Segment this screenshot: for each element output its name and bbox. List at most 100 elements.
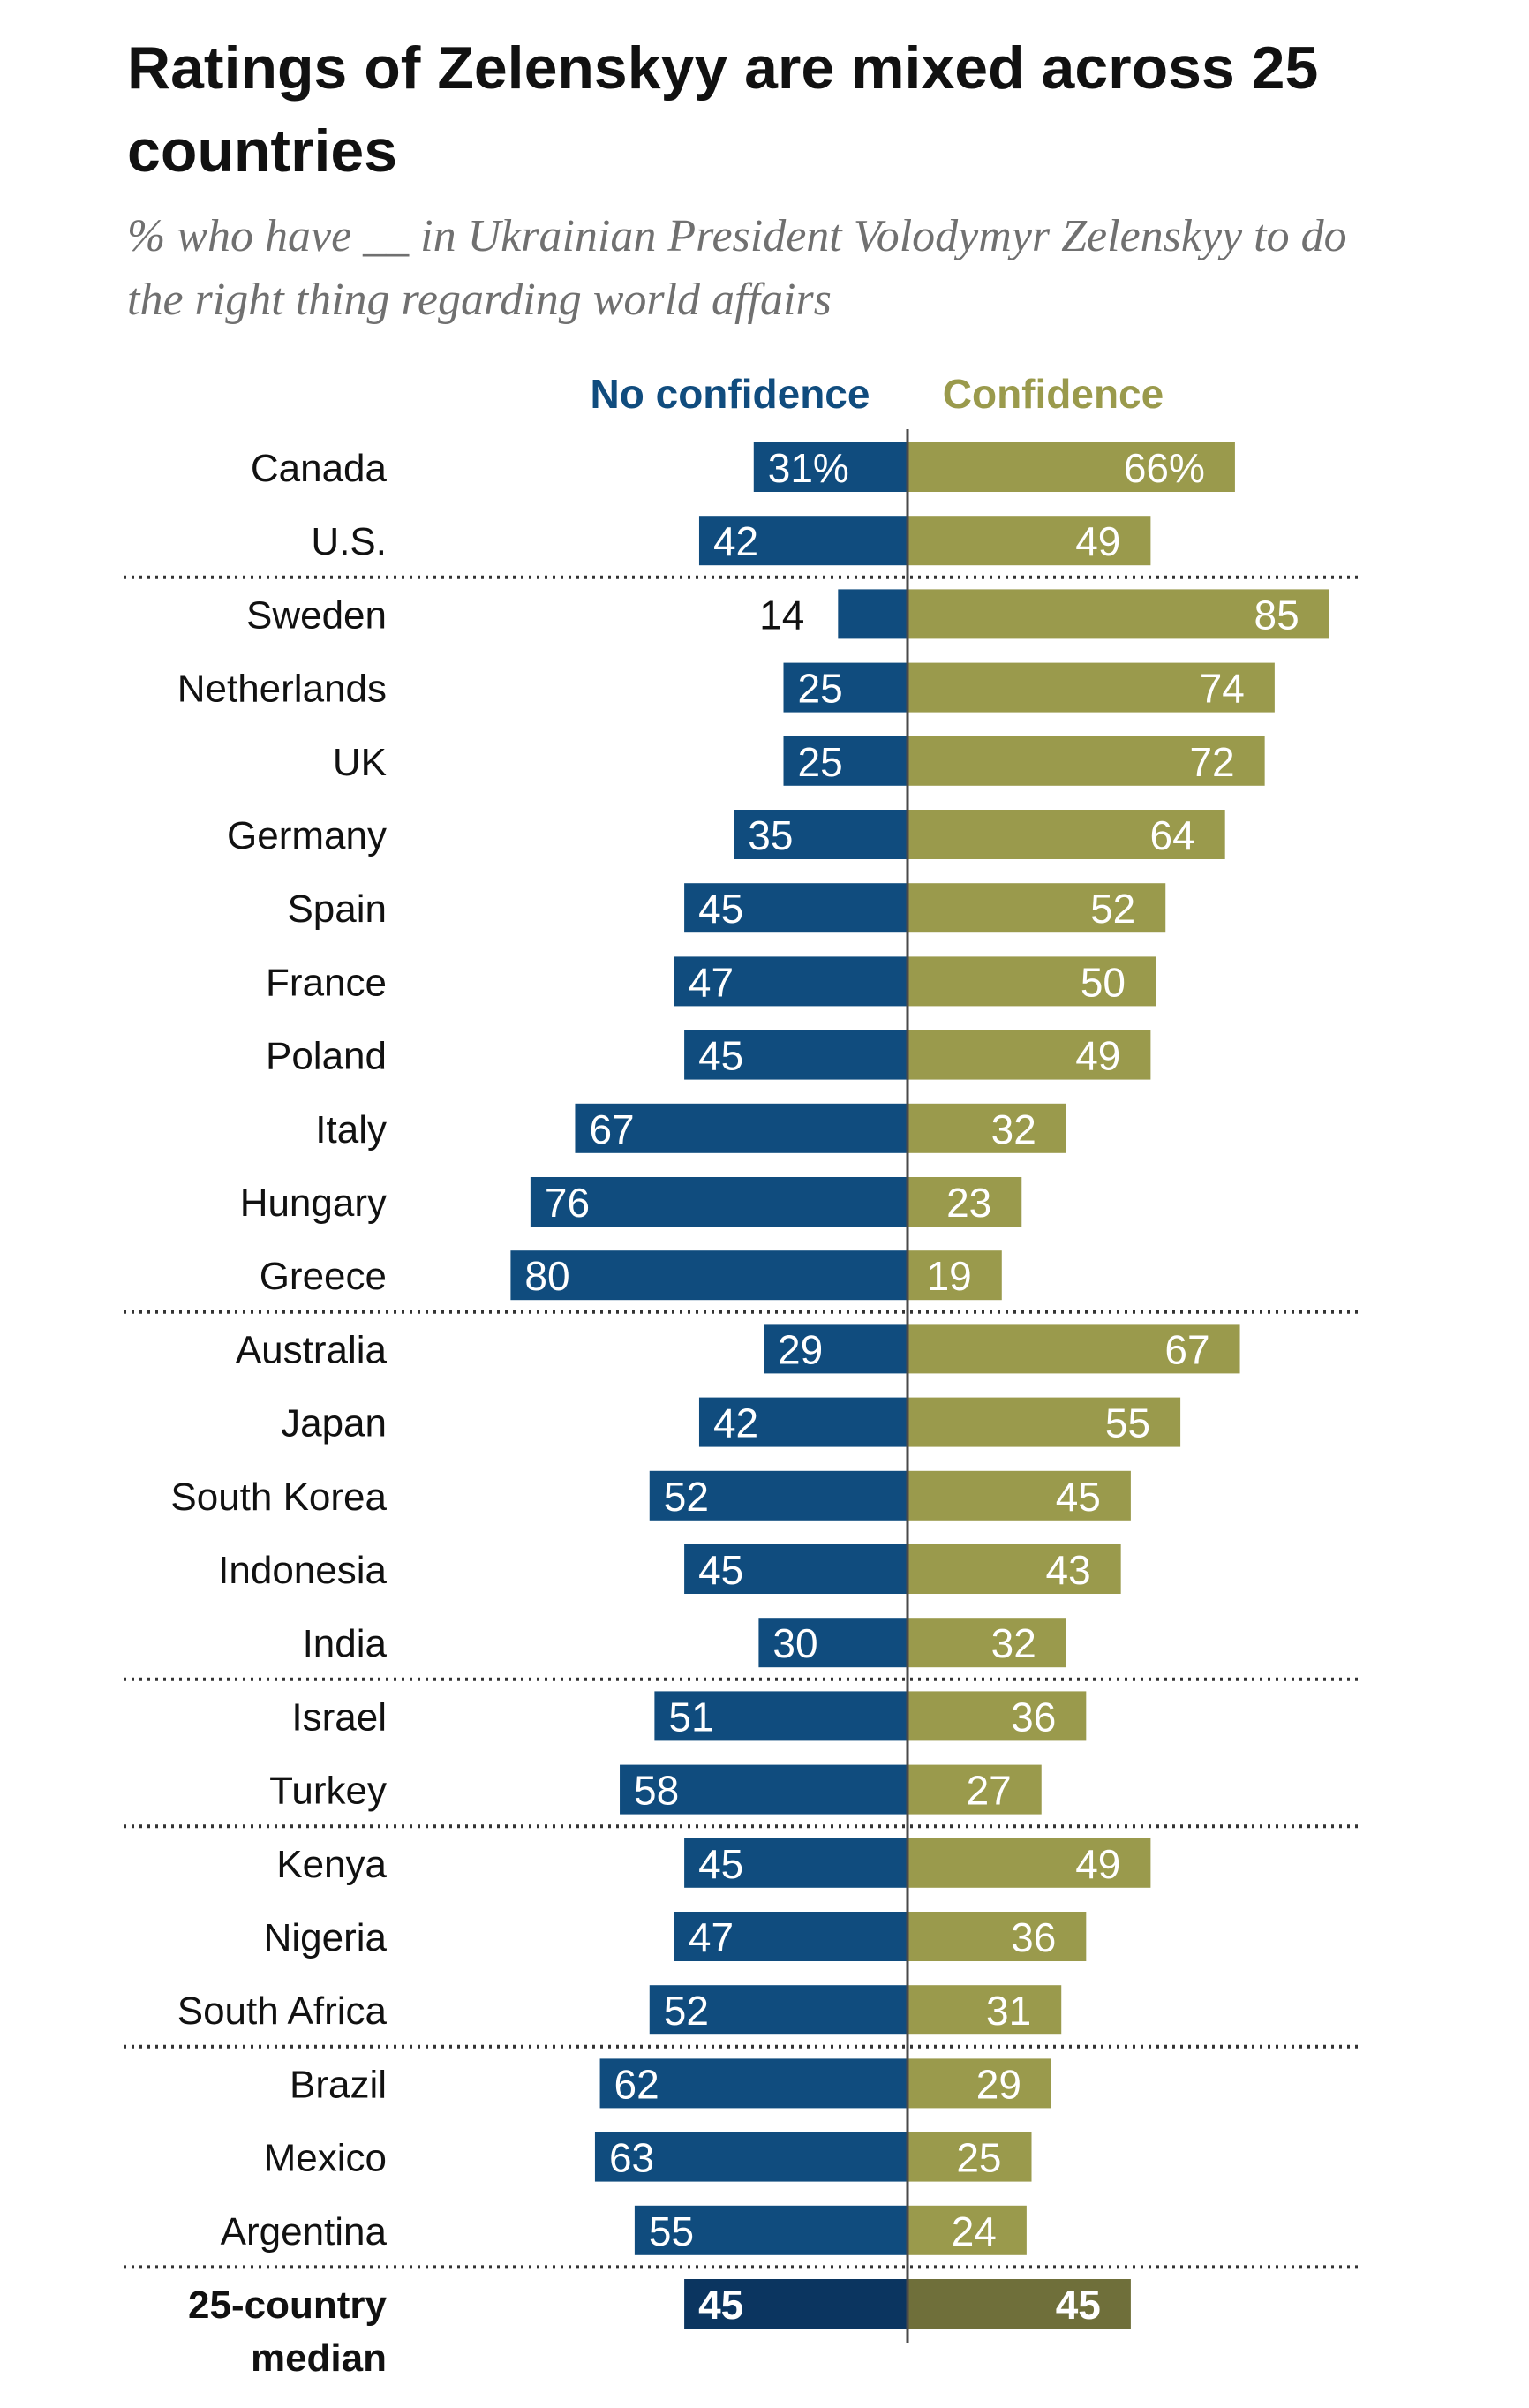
value-label-confidence: 66% — [1124, 445, 1205, 491]
value-label-no-confidence: 63 — [609, 2135, 654, 2181]
country-label: Turkey — [269, 1770, 387, 1813]
value-label-no-confidence: 52 — [664, 1474, 709, 1520]
value-label-no-confidence: 80 — [524, 1253, 569, 1299]
value-label-confidence: 43 — [1045, 1547, 1090, 1593]
bar-no-confidence — [620, 1764, 908, 1815]
bar-confidence — [908, 1985, 1062, 2035]
bar-no-confidence — [684, 2279, 908, 2329]
value-label-no-confidence: 76 — [545, 1180, 590, 1226]
value-label-confidence: 45 — [1056, 1474, 1101, 1520]
value-label-confidence: 49 — [1075, 1033, 1120, 1079]
country-label: Mexico — [264, 2137, 387, 2180]
bar-confidence — [908, 1470, 1131, 1521]
bar-confidence — [908, 1250, 1002, 1301]
value-label-no-confidence: 45 — [698, 2282, 743, 2328]
bar-confidence — [908, 589, 1329, 639]
bar-confidence — [908, 1838, 1151, 1888]
value-label-no-confidence: 45 — [698, 1033, 743, 1079]
value-label-confidence: 36 — [1011, 1694, 1056, 1740]
bar-confidence — [908, 1177, 1022, 1227]
value-label-no-confidence: 30 — [772, 1620, 817, 1666]
country-label: Poland — [266, 1035, 387, 1078]
value-label-confidence: 74 — [1200, 666, 1245, 712]
country-label: Nigeria — [264, 1916, 388, 1959]
value-label-confidence: 32 — [991, 1106, 1036, 1152]
bar-confidence — [908, 1618, 1066, 1668]
value-label-no-confidence: 45 — [698, 1841, 743, 1887]
bar-no-confidence — [758, 1618, 908, 1668]
value-label-no-confidence: 47 — [689, 959, 734, 1005]
bar-confidence — [908, 810, 1225, 859]
country-label: Greece — [260, 1255, 387, 1298]
value-label-confidence: 45 — [1056, 2282, 1101, 2328]
value-label-confidence: 31 — [986, 1988, 1031, 2034]
bar-confidence — [908, 2279, 1131, 2329]
value-label-no-confidence: 14 — [759, 592, 804, 638]
value-label-confidence: 23 — [946, 1180, 991, 1226]
bar-confidence — [908, 736, 1265, 786]
country-label: Netherlands — [177, 668, 387, 711]
bar-confidence — [908, 516, 1151, 566]
country-label: Kenya — [276, 1843, 387, 1886]
value-label-no-confidence: 25 — [798, 666, 843, 712]
median-label: median — [251, 2336, 387, 2380]
value-label-no-confidence: 62 — [614, 2061, 659, 2107]
country-label: Israel — [291, 1695, 387, 1739]
bar-no-confidence — [783, 662, 908, 713]
bar-confidence — [908, 1544, 1121, 1594]
bar-no-confidence — [764, 1324, 908, 1374]
chart-subtitle: % who have __ in Ukrainian President Vol… — [127, 211, 1347, 325]
plot-area: Canada 31% 66% U.S. 42 49 Sweden 14 85 Netherland… — [124, 429, 1358, 2380]
value-label-no-confidence: 35 — [748, 812, 793, 858]
bar-confidence — [908, 883, 1166, 933]
country-label: South Africa — [177, 1989, 388, 2033]
value-label-no-confidence: 45 — [698, 1547, 743, 1593]
value-label-no-confidence: 51 — [668, 1694, 713, 1740]
bar-no-confidence — [783, 736, 908, 786]
bar-confidence — [908, 2058, 1051, 2109]
bar-no-confidence — [530, 1177, 908, 1227]
value-label-no-confidence: 42 — [713, 1400, 758, 1446]
value-label-confidence: 49 — [1075, 1841, 1120, 1887]
country-label: Indonesia — [218, 1549, 387, 1592]
value-label-confidence: 29 — [976, 2061, 1021, 2107]
bar-no-confidence — [654, 1691, 908, 1741]
bar-no-confidence — [698, 516, 908, 566]
legend-no-confidence: No confidence — [591, 371, 870, 417]
bar-no-confidence — [649, 1985, 908, 2035]
bar-confidence — [908, 1691, 1087, 1741]
value-label-no-confidence: 29 — [778, 1326, 823, 1372]
bar-confidence — [908, 442, 1235, 492]
value-label-confidence: 85 — [1254, 592, 1299, 638]
median-label: 25-country — [188, 2283, 387, 2327]
value-label-confidence: 36 — [1011, 1914, 1056, 1960]
value-label-no-confidence: 55 — [649, 2208, 694, 2254]
value-label-confidence: 24 — [952, 2208, 997, 2254]
bar-confidence — [908, 1912, 1087, 1961]
country-label: Germany — [227, 814, 387, 857]
bar-no-confidence — [634, 2205, 908, 2255]
bar-confidence — [908, 662, 1275, 713]
bar-no-confidence — [698, 1397, 908, 1447]
bar-no-confidence — [684, 883, 908, 933]
value-label-confidence: 52 — [1090, 886, 1135, 932]
bar-no-confidence — [575, 1103, 908, 1153]
country-label: India — [303, 1622, 388, 1665]
bar-confidence — [908, 1397, 1181, 1447]
value-label-no-confidence: 25 — [798, 739, 843, 785]
value-label-confidence: 49 — [1075, 518, 1120, 564]
bar-no-confidence — [734, 810, 908, 859]
bar-no-confidence — [684, 1544, 908, 1594]
bar-no-confidence — [674, 1912, 908, 1961]
value-label-no-confidence: 52 — [664, 1988, 709, 2034]
bar-no-confidence — [684, 1838, 908, 1888]
country-label: France — [266, 961, 387, 1004]
country-label: U.S. — [311, 520, 387, 563]
bar-confidence — [908, 1324, 1240, 1374]
value-label-confidence: 19 — [927, 1253, 972, 1299]
bar-no-confidence — [838, 589, 908, 639]
bar-no-confidence — [599, 2058, 908, 2109]
legend-confidence: Confidence — [943, 371, 1164, 417]
bar-confidence — [908, 1764, 1042, 1815]
